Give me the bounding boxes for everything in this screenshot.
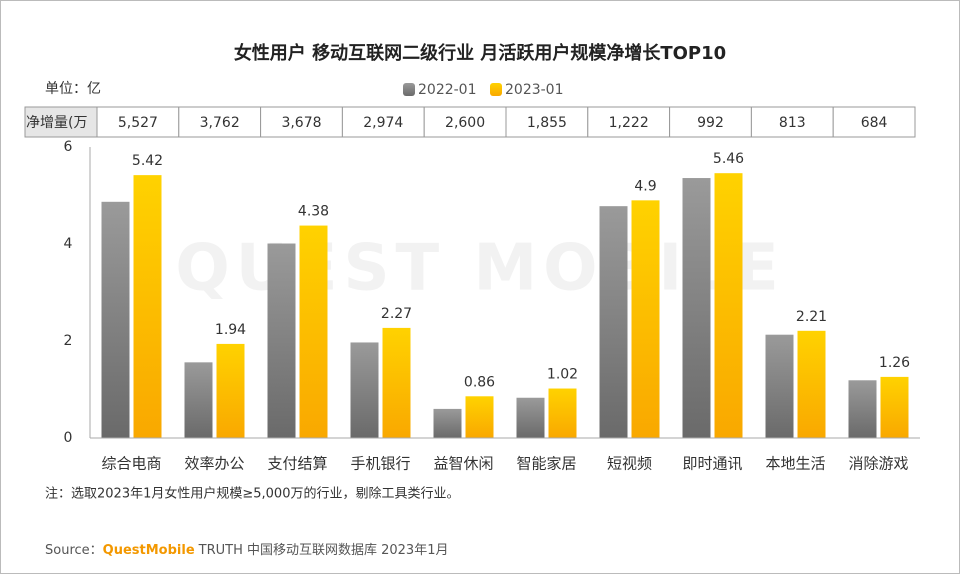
y-tick-label: 0 (64, 430, 73, 446)
bar (299, 225, 328, 438)
value-label: 2.27 (381, 306, 412, 322)
x-tick-label: 益智休闲 (433, 455, 493, 473)
table-cell (669, 106, 752, 138)
x-tick-label: 智能家居 (516, 455, 576, 473)
source-brand: QuestMobile (103, 543, 195, 558)
bar (184, 362, 213, 438)
x-tick-label: 手机银行 (350, 455, 410, 473)
table-cell (178, 106, 262, 138)
table-value: 1,222 (609, 115, 649, 131)
table-cell (750, 106, 834, 138)
x-tick-label: 支付结算 (267, 455, 327, 473)
bar (216, 343, 245, 438)
bar (548, 388, 577, 438)
value-label: 4.38 (298, 204, 329, 220)
bar (350, 342, 379, 438)
bar (465, 396, 494, 438)
chart-title: 女性用户 移动互联网二级行业 月活跃用户规模净增长TOP10 (234, 42, 726, 64)
value-label: 0.86 (464, 374, 495, 390)
source-prefix: Source： (45, 543, 103, 558)
bar (516, 397, 545, 438)
bar (599, 206, 628, 438)
bar (133, 175, 162, 438)
x-tick-label: 即时通讯 (682, 455, 742, 473)
bar (714, 173, 743, 438)
table-cell (587, 106, 671, 138)
table-cell (96, 106, 180, 138)
table-cell (341, 106, 425, 138)
table-cell (832, 106, 916, 138)
table-cell (260, 106, 343, 138)
legend-swatch (403, 83, 415, 96)
table-value: 813 (779, 115, 806, 131)
table-value: 3,762 (200, 115, 240, 131)
table-header-cell (24, 106, 98, 138)
source: Source：QuestMobile TRUTH 中国移动互联网数据库 2023年… (45, 542, 448, 558)
legend-label: 2023-01 (505, 82, 564, 98)
note: 注：选取2023年1月女性用户规模≥5,000万的行业，剔除工具类行业。 (45, 486, 459, 502)
legend-label: 2022-01 (418, 82, 477, 98)
value-label: 4.9 (634, 178, 656, 194)
bar (631, 200, 660, 438)
x-tick-label: 消除游戏 (848, 455, 908, 473)
bar (765, 334, 794, 438)
y-tick-label: 4 (64, 236, 73, 252)
value-label: 2.21 (796, 309, 827, 325)
x-tick-label: 综合电商 (101, 455, 161, 473)
table-value: 5,527 (118, 115, 158, 131)
bar (382, 327, 411, 438)
value-label: 1.94 (215, 322, 246, 338)
x-tick-label: 效率办公 (184, 455, 244, 473)
bar (433, 408, 462, 438)
table-value: 2,600 (445, 115, 485, 131)
y-tick-label: 2 (64, 333, 73, 349)
legend-swatch (490, 83, 502, 96)
value-label: 5.42 (132, 153, 163, 169)
y-tick-label: 6 (64, 139, 73, 155)
x-tick-label: 本地生活 (765, 455, 825, 473)
bar (267, 243, 296, 438)
source-text: TRUTH 中国移动互联网数据库 2023年1月 (198, 542, 449, 558)
value-label: 5.46 (713, 151, 744, 167)
table-header: 净增量(万 (26, 115, 87, 131)
bar (848, 380, 877, 438)
bar (880, 376, 909, 438)
x-tick-label: 短视频 (607, 455, 652, 473)
bar (101, 201, 130, 438)
bar (682, 178, 711, 439)
value-label: 1.02 (547, 367, 578, 383)
table-value: 3,678 (281, 115, 321, 131)
table-value: 992 (697, 115, 724, 131)
table-value: 2,974 (363, 115, 403, 131)
value-label: 1.26 (879, 355, 910, 371)
table-cell (505, 106, 589, 138)
bar (797, 330, 826, 438)
table-value: 1,855 (527, 115, 567, 131)
unit-label: 单位：亿 (45, 81, 101, 97)
table-value: 684 (861, 115, 888, 131)
